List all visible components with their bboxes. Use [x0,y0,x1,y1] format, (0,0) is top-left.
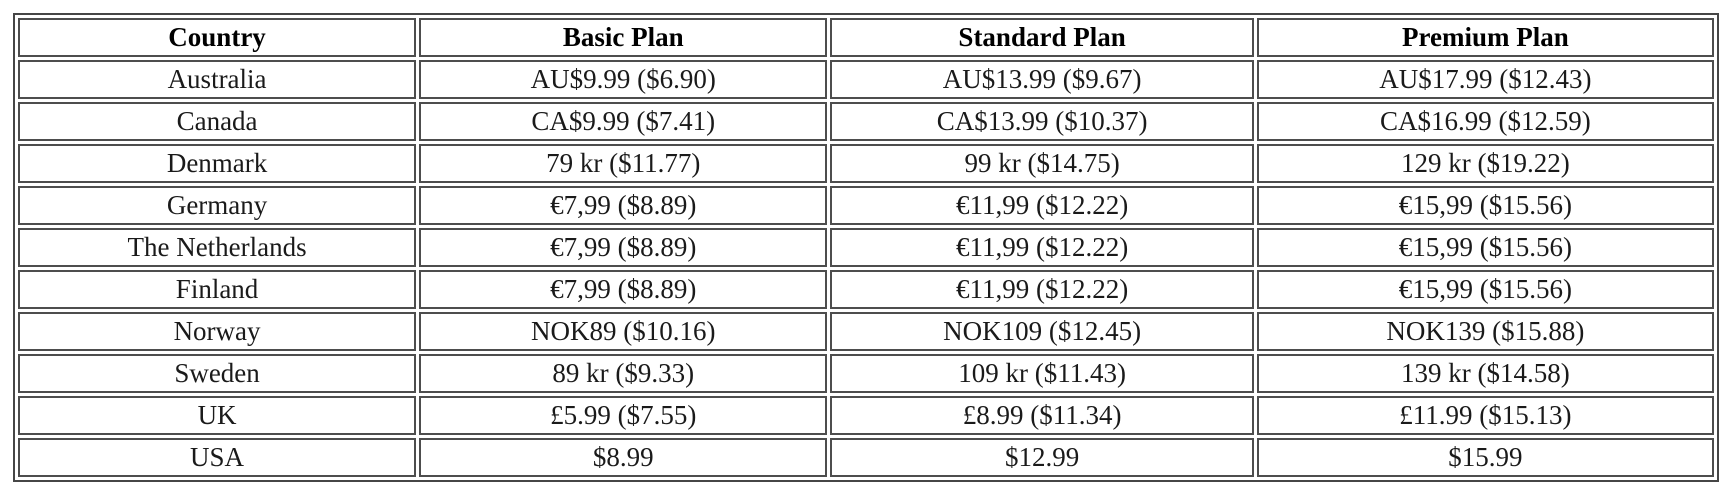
table-cell-basic: £5.99 ($7.55) [419,396,828,435]
pricing-table-container: Country Basic Plan Standard Plan Premium… [13,13,1719,482]
table-cell-basic: AU$9.99 ($6.90) [419,60,828,99]
table-row: The Netherlands €7,99 ($8.89) €11,99 ($12.… [18,228,1714,267]
table-cell-standard: £8.99 ($11.34) [830,396,1254,435]
table-cell-country: UK [18,396,417,435]
table-cell-basic: 79 kr ($11.77) [419,144,828,183]
column-header-premium: Premium Plan [1256,18,1714,57]
table-cell-standard: AU$13.99 ($9.67) [830,60,1254,99]
table-cell-premium: €15,99 ($15.56) [1256,270,1714,309]
table-cell-basic: €7,99 ($8.89) [419,228,828,267]
column-header-country: Country [18,18,417,57]
table-cell-premium: 129 kr ($19.22) [1256,144,1714,183]
table-cell-basic: NOK89 ($10.16) [419,312,828,351]
table-cell-basic: 89 kr ($9.33) [419,354,828,393]
table-cell-standard: $12.99 [830,438,1254,477]
table-row: Australia AU$9.99 ($6.90) AU$13.99 ($9.67)… [18,60,1714,99]
table-cell-country: Australia [18,60,417,99]
table-cell-country: Germany [18,186,417,225]
table-row: Germany €7,99 ($8.89) €11,99 ($12.22) €15,9… [18,186,1714,225]
table-cell-premium: €15,99 ($15.56) [1256,228,1714,267]
table-cell-standard: CA$13.99 ($10.37) [830,102,1254,141]
table-cell-country: USA [18,438,417,477]
table-cell-country: Canada [18,102,417,141]
table-cell-basic: $8.99 [419,438,828,477]
table-cell-premium: NOK139 ($15.88) [1256,312,1714,351]
table-cell-basic: €7,99 ($8.89) [419,186,828,225]
table-row: Finland €7,99 ($8.89) €11,99 ($12.22) €15,9… [18,270,1714,309]
column-header-standard: Standard Plan [830,18,1254,57]
table-cell-country: Sweden [18,354,417,393]
table-cell-premium: £11.99 ($15.13) [1256,396,1714,435]
table-cell-premium: 139 kr ($14.58) [1256,354,1714,393]
table-cell-standard: 109 kr ($11.43) [830,354,1254,393]
table-cell-basic: €7,99 ($8.89) [419,270,828,309]
table-cell-standard: 99 kr ($14.75) [830,144,1254,183]
table-cell-country: Finland [18,270,417,309]
table-cell-basic: CA$9.99 ($7.41) [419,102,828,141]
table-cell-premium: AU$17.99 ($12.43) [1256,60,1714,99]
pricing-table: Country Basic Plan Standard Plan Premium… [13,13,1719,482]
table-row: Denmark 79 kr ($11.77) 99 kr ($14.75) 129 k… [18,144,1714,183]
table-row: USA $8.99 $12.99 $15.99 [18,438,1714,477]
table-cell-standard: €11,99 ($12.22) [830,228,1254,267]
table-cell-premium: €15,99 ($15.56) [1256,186,1714,225]
column-header-basic: Basic Plan [419,18,828,57]
table-cell-country: The Netherlands [18,228,417,267]
table-cell-country: Norway [18,312,417,351]
table-cell-premium: CA$16.99 ($12.59) [1256,102,1714,141]
table-cell-premium: $15.99 [1256,438,1714,477]
table-row: UK £5.99 ($7.55) £8.99 ($11.34) £11.99 ($15… [18,396,1714,435]
table-row: Sweden 89 kr ($9.33) 109 kr ($11.43) 139 kr… [18,354,1714,393]
table-cell-standard: €11,99 ($12.22) [830,186,1254,225]
table-header-row: Country Basic Plan Standard Plan Premium… [18,18,1714,57]
table-cell-standard: €11,99 ($12.22) [830,270,1254,309]
table-cell-standard: NOK109 ($12.45) [830,312,1254,351]
table-row: Norway NOK89 ($10.16) NOK109 ($12.45) NOK13… [18,312,1714,351]
table-row: Canada CA$9.99 ($7.41) CA$13.99 ($10.37) CA… [18,102,1714,141]
table-cell-country: Denmark [18,144,417,183]
